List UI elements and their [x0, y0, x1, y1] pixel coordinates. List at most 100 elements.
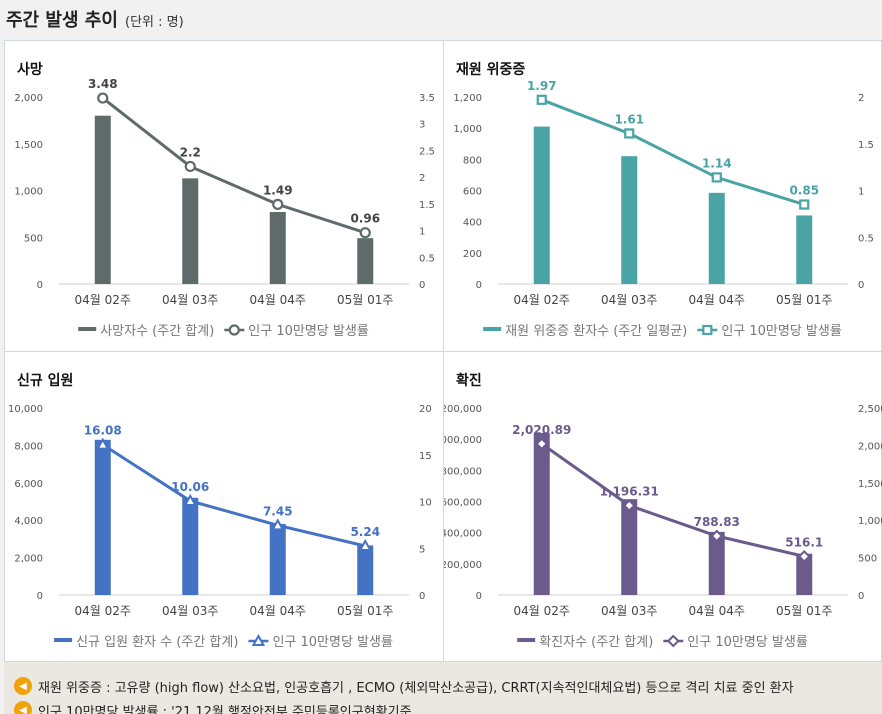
y-tick-right: 500: [858, 554, 877, 565]
line-marker-4: [799, 199, 810, 210]
chart-title: 재원 위중증: [456, 62, 526, 78]
x-tick-label: 04월 04주: [250, 293, 306, 307]
footnote-text: 재원 위중증 : 고유량 (high flow) 산소요법, 인공호흡기 , E…: [38, 680, 794, 696]
data-label: 1.61: [614, 112, 644, 126]
y-tick-left: 0: [476, 280, 482, 291]
bar-1: [533, 126, 550, 284]
rate-line: [541, 98, 805, 206]
data-label: 0.85: [789, 184, 819, 198]
y-tick-left: 600: [463, 187, 482, 198]
x-tick-label: 04월 02주: [75, 604, 131, 618]
line-marker-2: [622, 499, 636, 512]
line-marker-4: [797, 549, 811, 563]
y-tick-left: 4,000: [14, 516, 43, 527]
data-label: 516.1: [785, 535, 823, 549]
x-tick-label: 04월 04주: [250, 604, 306, 618]
bar-2: [182, 178, 199, 284]
legend-label-bars: 신규 입원 환자 수 (주간 합계): [76, 635, 238, 650]
x-tick-label: 04월 02주: [514, 604, 570, 618]
bar-1: [94, 439, 111, 595]
footnotes: ◀ 재원 위중증 : 고유량 (high flow) 산소요법, 인공호흡기 ,…: [4, 662, 882, 714]
y-tick-right: 10: [419, 498, 432, 509]
line-marker-4: [358, 538, 372, 552]
y-tick-right: 0: [858, 591, 864, 602]
bar-3: [269, 523, 286, 595]
speaker-icon: ◀: [14, 677, 32, 695]
x-tick-label: 05월 01주: [776, 293, 832, 307]
footnote-text: 인구 10만명당 발생률 : '21.12월 행정안전부 주민등록인구현황기준: [38, 704, 412, 714]
data-label: 1.14: [702, 156, 732, 170]
chart-panel-death: 사망 0 500 1,000 1,500 2,000 0 0.5 1 1.5 2 2.5 3 3.5 3.…: [5, 41, 444, 352]
legend-label-line: 인구 10만명당 발생률: [687, 635, 808, 650]
x-tick-label: 04월 03주: [162, 604, 218, 618]
y-tick-left: 10,000: [8, 404, 43, 415]
line-marker-2: [624, 128, 635, 139]
y-tick-left: 200,000: [444, 560, 482, 571]
y-tick-right: 1.5: [858, 140, 874, 151]
chart-title: 신규 입원: [17, 373, 74, 389]
line-marker-3: [710, 529, 724, 543]
rate-line: [101, 443, 366, 548]
chart-severe: 0 200 400 600 800 1,000 1,200 0 0.5 1 1.5 2 1.97 1.61…: [453, 79, 874, 339]
x-tick-label: 05월 01주: [337, 604, 393, 618]
x-tick-label: 04월 03주: [601, 604, 657, 618]
y-tick-left: 800,000: [444, 466, 482, 477]
y-tick-left: 1,000,000: [444, 435, 482, 446]
chart-title: 확진: [456, 373, 482, 389]
bar-1: [533, 432, 550, 595]
y-tick-left: 800: [463, 155, 482, 166]
y-tick-right: 2.5: [419, 146, 435, 157]
bar-4: [796, 215, 813, 284]
data-label: 1,196.31: [600, 485, 659, 499]
bar-2: [621, 499, 638, 595]
footnote: ◀ 재원 위중증 : 고유량 (high flow) 산소요법, 인공호흡기 ,…: [14, 674, 872, 698]
y-tick-left: 600,000: [444, 498, 482, 509]
y-tick-right: 0.5: [858, 233, 874, 244]
legend: 확진자수 (주간 합계) 인구 10만명당 발생률: [517, 634, 808, 650]
line-marker-3: [272, 198, 284, 210]
x-tick-label: 04월 04주: [689, 293, 745, 307]
y-tick-right: 3.5: [419, 93, 435, 104]
y-tick-right: 3: [419, 120, 425, 131]
legend-label-bars: 확진자수 (주간 합계): [539, 635, 653, 650]
y-tick-right: 1,000: [858, 516, 882, 527]
data-label: 10.06: [171, 480, 209, 494]
data-label: 1.97: [527, 79, 557, 93]
bar-4: [357, 545, 374, 595]
bar-2: [621, 156, 638, 284]
chart-panel-severe: 재원 위중증 0 200 400 600 800 1,000 1,200 0 0.5 1 1.5 2 1…: [444, 41, 882, 352]
y-tick-right: 2,000: [858, 441, 882, 452]
y-tick-right: 1: [419, 227, 425, 238]
y-tick-left: 2,000: [14, 554, 43, 565]
legend-label-bars: 재원 위중증 환자수 (주간 일평균): [505, 324, 687, 339]
y-tick-right: 1.5: [419, 200, 435, 211]
data-label: 788.83: [694, 515, 740, 529]
y-tick-right: 0: [419, 591, 425, 602]
y-tick-right: 20: [419, 404, 432, 415]
chart-panel-admission: 신규 입원 0 2,000 4,000 6,000 8,000 10,000 0 5 10 15 2…: [5, 352, 444, 663]
y-tick-right: 0.5: [419, 253, 435, 264]
y-tick-left: 0: [37, 280, 43, 291]
x-tick-label: 05월 01주: [776, 604, 832, 618]
y-tick-left: 1,000: [453, 124, 482, 135]
data-label: 5.24: [350, 525, 380, 539]
page-unit: (단위 : 명): [125, 15, 184, 30]
data-label: 2,020.89: [512, 423, 571, 437]
y-tick-right: 1: [858, 187, 864, 198]
y-tick-left: 1,200,000: [444, 404, 482, 415]
chart-death: 0 500 1,000 1,500 2,000 0 0.5 1 1.5 2 2.5 3 3.5 3.48 2…: [14, 77, 435, 339]
y-tick-left: 400: [463, 218, 482, 229]
x-tick-label: 04월 02주: [514, 293, 570, 307]
x-tick-label: 05월 01주: [337, 293, 393, 307]
y-tick-right: 2: [419, 173, 425, 184]
line-marker-3: [711, 172, 722, 183]
line-marker-2: [184, 160, 196, 173]
data-label: 16.08: [84, 424, 122, 438]
y-tick-left: 0: [37, 591, 43, 602]
y-tick-left: 200: [463, 249, 482, 260]
legend-swatch-bars: [78, 327, 97, 331]
line-marker-1: [536, 94, 547, 105]
y-tick-left: 1,000: [14, 187, 43, 198]
legend-label-line: 인구 10만명당 발생률: [721, 324, 842, 339]
y-tick-left: 1,200: [453, 93, 482, 104]
